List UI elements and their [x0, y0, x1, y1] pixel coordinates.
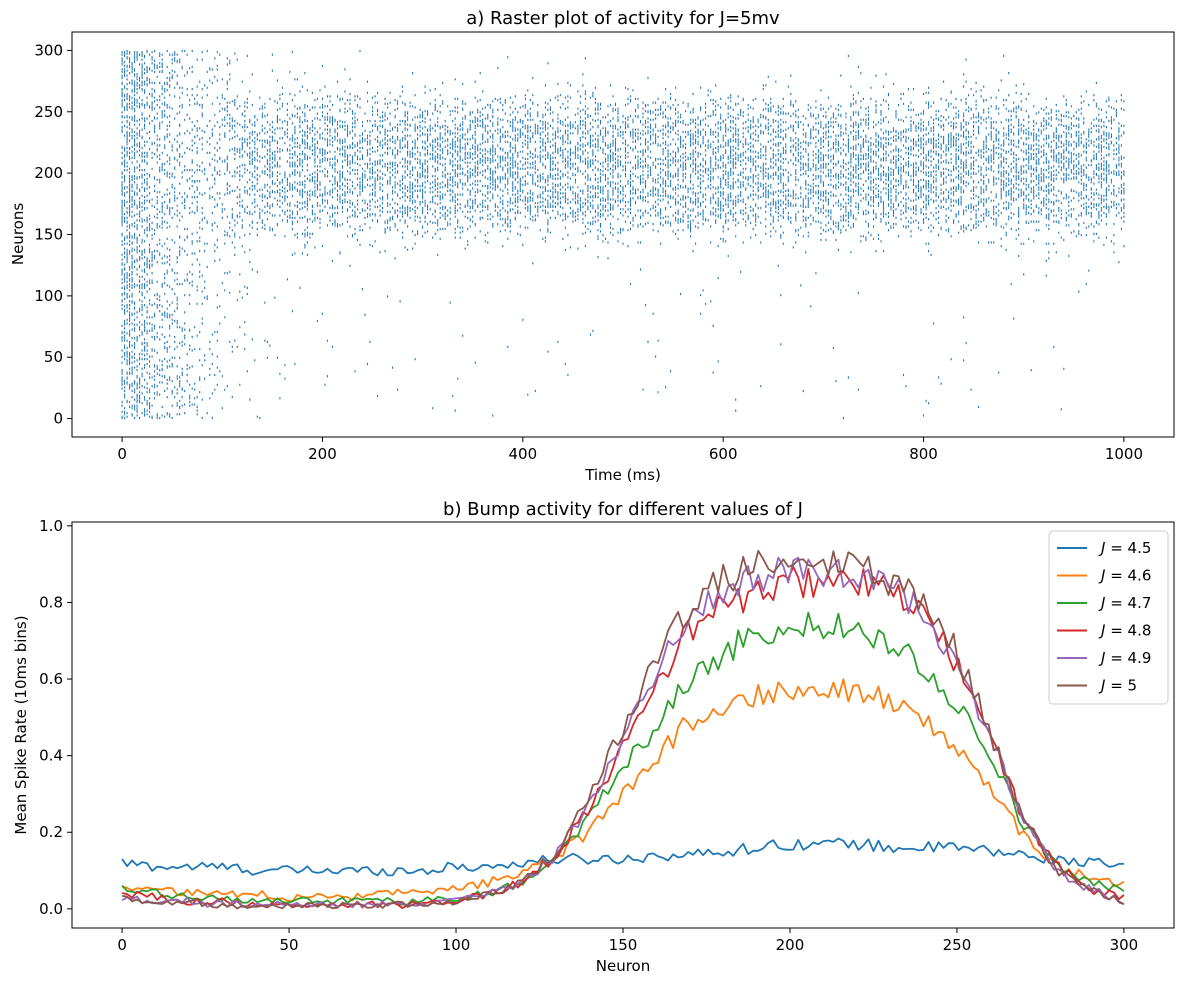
- bump-x-axis-label: Neuron: [596, 957, 650, 975]
- raster-spike-marks: [121, 49, 1125, 420]
- series-line: [121, 837, 1124, 877]
- bump-y-tick-label: 0.6: [39, 670, 63, 688]
- legend-box: [1048, 530, 1169, 705]
- bump-y-tick-label: 0.8: [39, 593, 63, 611]
- legend-label: J = 4.5: [1098, 539, 1151, 557]
- legend-label: J = 5: [1098, 677, 1137, 695]
- bump-y-tick-label: 0.4: [39, 747, 63, 765]
- series-line: [121, 549, 1125, 910]
- legend-label: J = 4.8: [1098, 622, 1151, 640]
- bump-x-tick-label: 50: [280, 936, 299, 954]
- raster-y-tick-label: 200: [34, 164, 63, 182]
- raster-y-tick-label: 250: [34, 103, 63, 121]
- bump-x-tick-label: 0: [117, 936, 127, 954]
- raster-y-tick-label: 50: [44, 348, 63, 366]
- raster-x-tick-label: 800: [909, 445, 938, 463]
- series-line: [121, 678, 1125, 903]
- series-line: [121, 611, 1125, 906]
- bump-x-tick-label: 200: [776, 936, 805, 954]
- bump-x-tick-label: 100: [442, 936, 471, 954]
- raster-x-tick-label: 200: [308, 445, 337, 463]
- raster-y-tick-label: 150: [34, 226, 63, 244]
- legend-label: J = 4.6: [1098, 567, 1151, 585]
- bump-lines: [121, 549, 1125, 910]
- raster-axes: 0 200 400 600 800 1000 0 50 100 150 200 250 300: [34, 41, 1143, 463]
- bump-activity-panel: b) Bump activity for different values of…: [12, 499, 1175, 975]
- raster-x-tick-label: 1000: [1105, 445, 1143, 463]
- bump-x-tick-label: 250: [943, 936, 972, 954]
- bump-plot-frame: [71, 521, 1175, 929]
- bump-x-tick-label: 300: [1110, 936, 1139, 954]
- legend-label: J = 4.9: [1098, 649, 1151, 667]
- raster-plot-frame: [71, 31, 1175, 438]
- raster-plot-panel: a) Raster plot of activity for J=5mv 0 20…: [9, 8, 1175, 484]
- bump-y-tick-label: 0.0: [39, 900, 63, 918]
- legend-label: J = 4.7: [1098, 594, 1151, 612]
- raster-x-tick-label: 0: [117, 445, 127, 463]
- legend: J = 4.5 J = 4.6 J = 4.7 J = 4.8 J = 4.9 J = 5: [1048, 530, 1169, 705]
- raster-x-tick-label: 600: [709, 445, 738, 463]
- bump-plot-title: b) Bump activity for different values of…: [443, 499, 803, 520]
- raster-y-tick-label: 300: [34, 41, 63, 59]
- raster-x-axis-label: Time (ms): [584, 466, 661, 484]
- bump-x-tick-label: 150: [609, 936, 638, 954]
- raster-x-tick-label: 400: [508, 445, 537, 463]
- raster-y-tick-label: 100: [34, 287, 63, 305]
- raster-y-axis-label: Neurons: [9, 203, 27, 265]
- raster-spikes: [121, 49, 1125, 420]
- bump-y-tick-label: 0.2: [39, 823, 63, 841]
- raster-y-tick-label: 0: [53, 410, 63, 428]
- bump-y-axis-label: Mean Spike Rate (10ms bins): [12, 615, 30, 834]
- bump-axes: 0 50 100 150 200 250 300 0.0 0.2 0.4 0.6 0.8 1.0: [39, 517, 1138, 954]
- bump-y-tick-label: 1.0: [39, 517, 63, 535]
- raster-plot-title: a) Raster plot of activity for J=5mv: [466, 8, 780, 29]
